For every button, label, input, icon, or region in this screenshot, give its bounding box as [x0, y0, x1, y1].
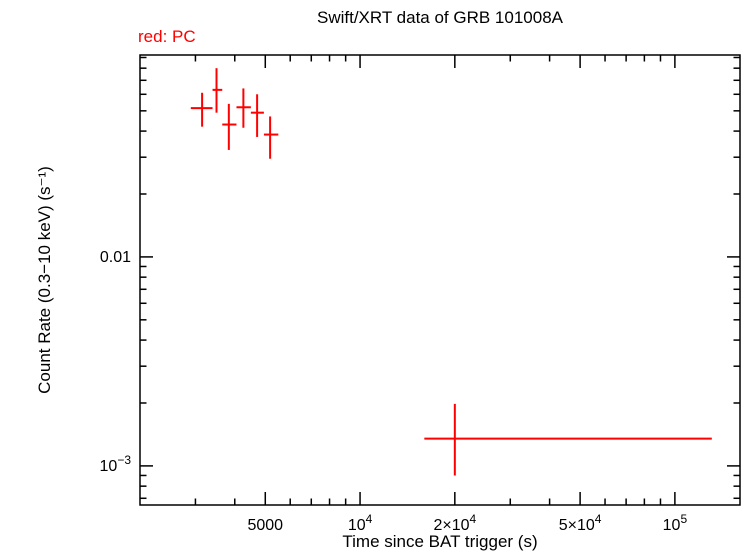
x-tick-label: 5000 — [247, 517, 283, 534]
x-tick-label: 2×104 — [433, 512, 476, 534]
y-tick-label: 10−3 — [100, 453, 132, 475]
x-axis-label: Time since BAT trigger (s) — [342, 532, 538, 551]
y-axis-label: Count Rate (0.3−10 keV) (s⁻¹) — [35, 166, 54, 394]
chart-title: Swift/XRT data of GRB 101008A — [316, 8, 563, 27]
y-axis-ticks — [140, 56, 740, 500]
x-tick-label: 5×104 — [559, 512, 602, 534]
series-pc — [190, 68, 712, 476]
x-tick-label: 104 — [348, 512, 373, 534]
legend-mode-label: red: PC — [138, 27, 196, 46]
y-tick-label: 0.01 — [100, 249, 131, 266]
x-axis-ticks — [194, 55, 676, 505]
plot-frame — [139, 54, 741, 506]
x-tick-label: 105 — [663, 512, 688, 534]
